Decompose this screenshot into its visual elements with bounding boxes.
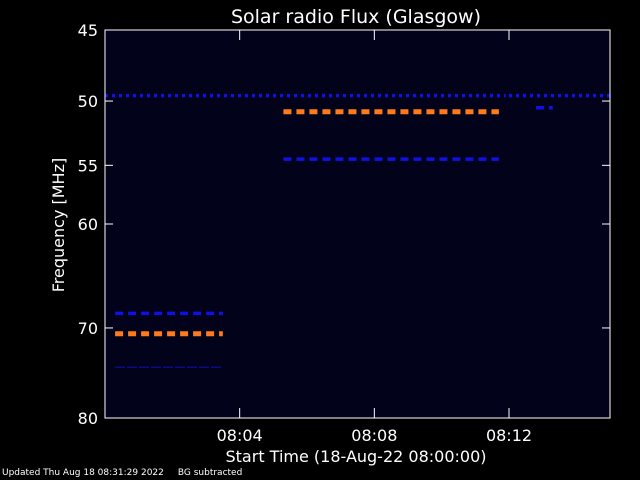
- updated-timestamp: Updated Thu Aug 18 08:31:29 2022: [2, 468, 164, 478]
- chart-title: Solar radio Flux (Glasgow): [231, 6, 481, 28]
- y-axis-label: Frequency [MHz]: [49, 158, 68, 292]
- x-tick-label-8: 08:08: [351, 426, 397, 445]
- x-axis-label: Start Time (18-Aug-22 08:00:00): [226, 447, 487, 466]
- plot-area: [105, 30, 610, 418]
- x-tick-label-12: 08:12: [486, 426, 532, 445]
- y-tick-label-80: 80: [78, 409, 98, 428]
- emission-features: [105, 93, 610, 368]
- y-axis: 45 50 55 60 70 80: [78, 21, 610, 428]
- y-tick-label-70: 70: [78, 319, 98, 338]
- bg-subtracted-note: BG subtracted: [177, 468, 243, 478]
- y-tick-label-60: 60: [78, 215, 98, 234]
- x-tick-label-4: 08:04: [217, 426, 263, 445]
- y-tick-label-55: 55: [78, 156, 98, 175]
- x-axis: 08:04 08:08 08:12: [217, 30, 532, 445]
- y-tick-label-45: 45: [78, 21, 98, 40]
- footer: Updated Thu Aug 18 08:31:29 2022 BG subtr…: [2, 468, 256, 478]
- y-tick-label-50: 50: [78, 92, 98, 111]
